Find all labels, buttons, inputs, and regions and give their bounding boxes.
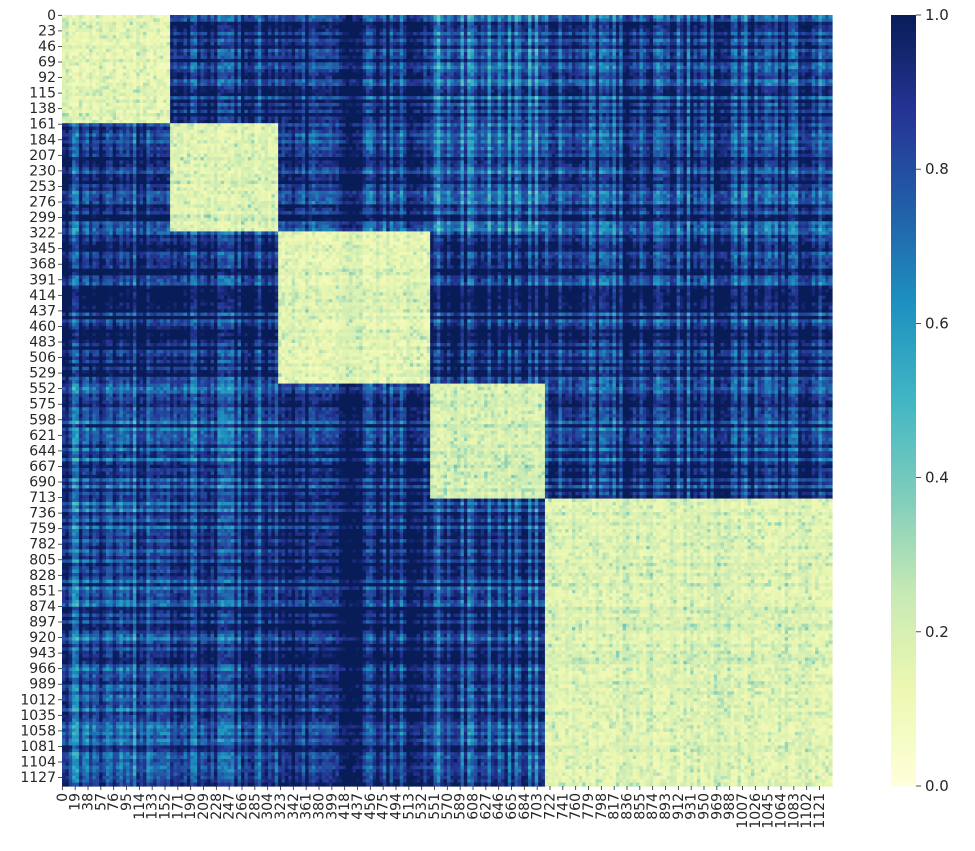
heatmap-cell [829, 25, 833, 29]
heatmap-cells [62, 15, 833, 787]
heatmap-cell [829, 45, 833, 49]
